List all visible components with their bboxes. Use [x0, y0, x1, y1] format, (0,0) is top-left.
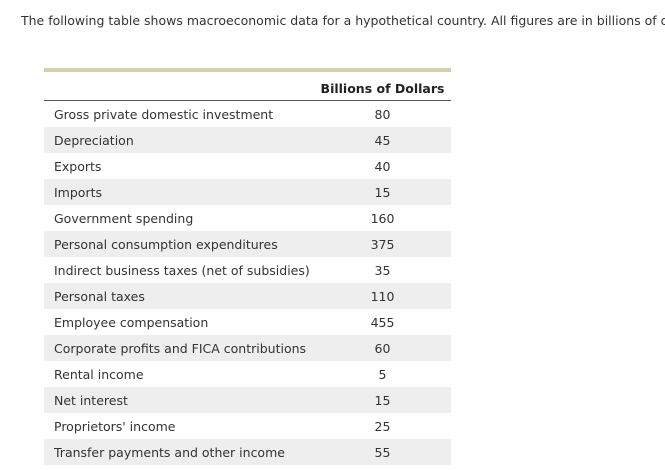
table-row: Gross private domestic investment 80 [44, 101, 451, 127]
row-label: Government spending [54, 210, 194, 226]
table-row: Corporate profits and FICA contributions… [44, 335, 451, 361]
row-value: 45 [374, 132, 391, 148]
row-value: 25 [374, 418, 391, 434]
row-label: Imports [54, 184, 102, 200]
table-row: Employee compensation 455 [44, 309, 451, 335]
table-row: Exports 40 [44, 153, 451, 179]
row-value: 15 [374, 184, 391, 200]
table-header-row: Billions of Dollars [44, 72, 451, 101]
table-row: Government spending 160 [44, 205, 451, 231]
row-label: Rental income [54, 366, 144, 382]
table-body: Gross private domestic investment 80 Depre… [44, 101, 451, 465]
row-value: 375 [370, 236, 395, 252]
row-label: Depreciation [54, 132, 134, 148]
row-label: Corporate profits and FICA contributions [54, 340, 307, 356]
row-value: 5 [378, 366, 387, 382]
table-row: Personal consumption expenditures 375 [44, 231, 451, 257]
row-value: 455 [370, 314, 395, 330]
row-label: Proprietors' income [54, 418, 176, 434]
row-label: Indirect business taxes (net of subsidie… [54, 262, 310, 278]
row-value: 80 [374, 106, 391, 122]
row-label: Net interest [54, 392, 128, 408]
macro-data-table: Billions of Dollars Gross private domest… [44, 68, 451, 465]
row-value: 60 [374, 340, 391, 356]
row-value: 40 [374, 158, 391, 174]
table-row: Personal taxes 110 [44, 283, 451, 309]
row-label: Transfer payments and other income [54, 444, 285, 460]
table-row: Net interest 15 [44, 387, 451, 413]
row-value: 55 [374, 444, 391, 460]
table-row: Depreciation 45 [44, 127, 451, 153]
row-label: Personal consumption expenditures [54, 236, 278, 252]
row-value: 160 [370, 210, 395, 226]
table-row: Transfer payments and other income 55 [44, 439, 451, 465]
row-label: Personal taxes [54, 288, 145, 304]
column-header: Billions of Dollars [320, 81, 445, 96]
row-value: 110 [370, 288, 395, 304]
table-top-bar [44, 68, 451, 72]
row-label: Employee compensation [54, 314, 209, 330]
row-value: 35 [374, 262, 391, 278]
table-row: Imports 15 [44, 179, 451, 205]
row-label: Gross private domestic investment [54, 106, 274, 122]
row-value: 15 [374, 392, 391, 408]
table-row: Rental income 5 [44, 361, 451, 387]
intro-text: The following table shows macroeconomic … [21, 13, 665, 28]
table-row: Indirect business taxes (net of subsidie… [44, 257, 451, 283]
row-label: Exports [54, 158, 102, 174]
table-row: Proprietors' income 25 [44, 413, 451, 439]
